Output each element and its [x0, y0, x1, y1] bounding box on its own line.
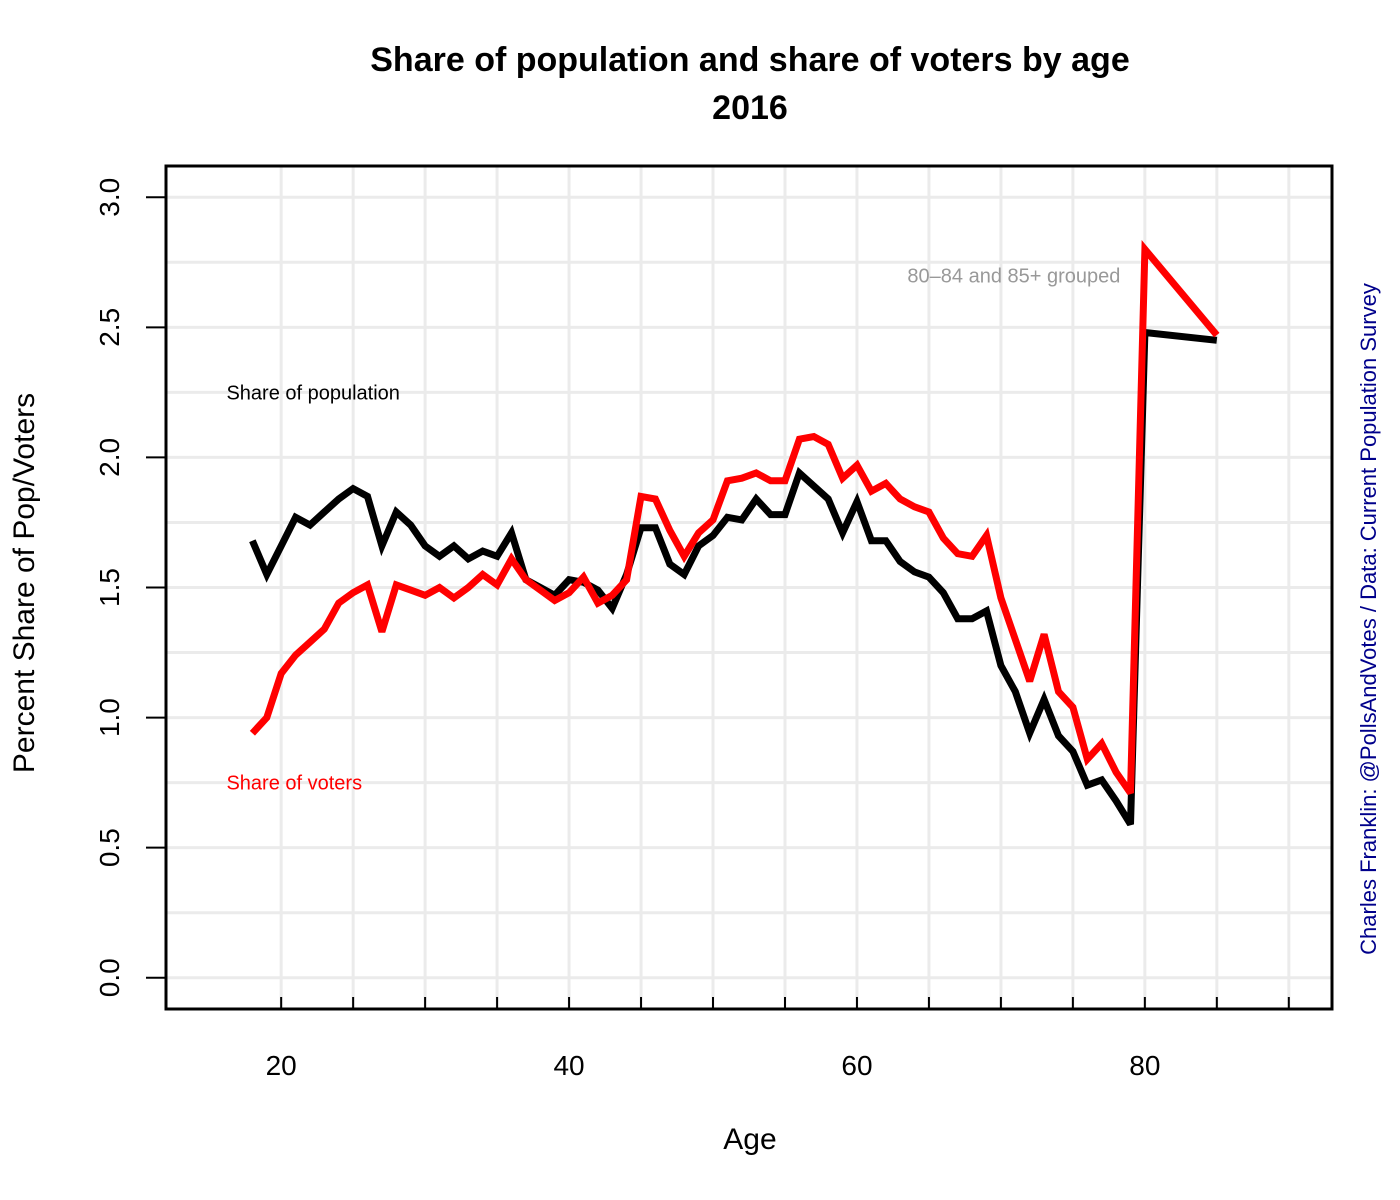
y-tick-label: 1.5 [94, 568, 125, 607]
population-share-line [249, 328, 1218, 827]
y-tick-label: 2.5 [94, 308, 125, 347]
x-tick-label: 20 [266, 1050, 297, 1081]
y-tick-label: 0.5 [94, 828, 125, 867]
x-axis-label: Age [723, 1123, 776, 1156]
voter-share-line [249, 239, 1220, 795]
y-tick-label: 0.0 [94, 958, 125, 997]
y-axis-label: Percent Share of Pop/Voters [8, 393, 41, 773]
x-axis: 20 40 60 80 [266, 997, 1290, 1081]
y-tick-label: 3.0 [94, 178, 125, 217]
x-tick-label: 40 [553, 1050, 584, 1081]
x-tick-label: 60 [841, 1050, 872, 1081]
gridlines [166, 166, 1332, 1009]
data-credit: Charles Franklin: @PollsAndVotes / Data:… [1356, 283, 1381, 955]
grouped-age-note: 80–84 and 85+ grouped [907, 265, 1120, 287]
y-axis: 0.0 0.5 1.0 1.5 2.0 2.5 3.0 [94, 178, 166, 997]
annotations: Share of population Share of voters 80–84 … [226, 265, 1120, 794]
voters-series-label: Share of voters [226, 773, 362, 795]
y-tick-label: 2.0 [94, 438, 125, 477]
chart-title: Share of population and share of voters … [370, 41, 1129, 79]
y-tick-label: 1.0 [94, 698, 125, 737]
chart-subtitle: 2016 [712, 89, 788, 127]
population-series-label: Share of population [226, 382, 399, 404]
series-lines [249, 239, 1220, 827]
x-tick-label: 80 [1129, 1050, 1160, 1081]
